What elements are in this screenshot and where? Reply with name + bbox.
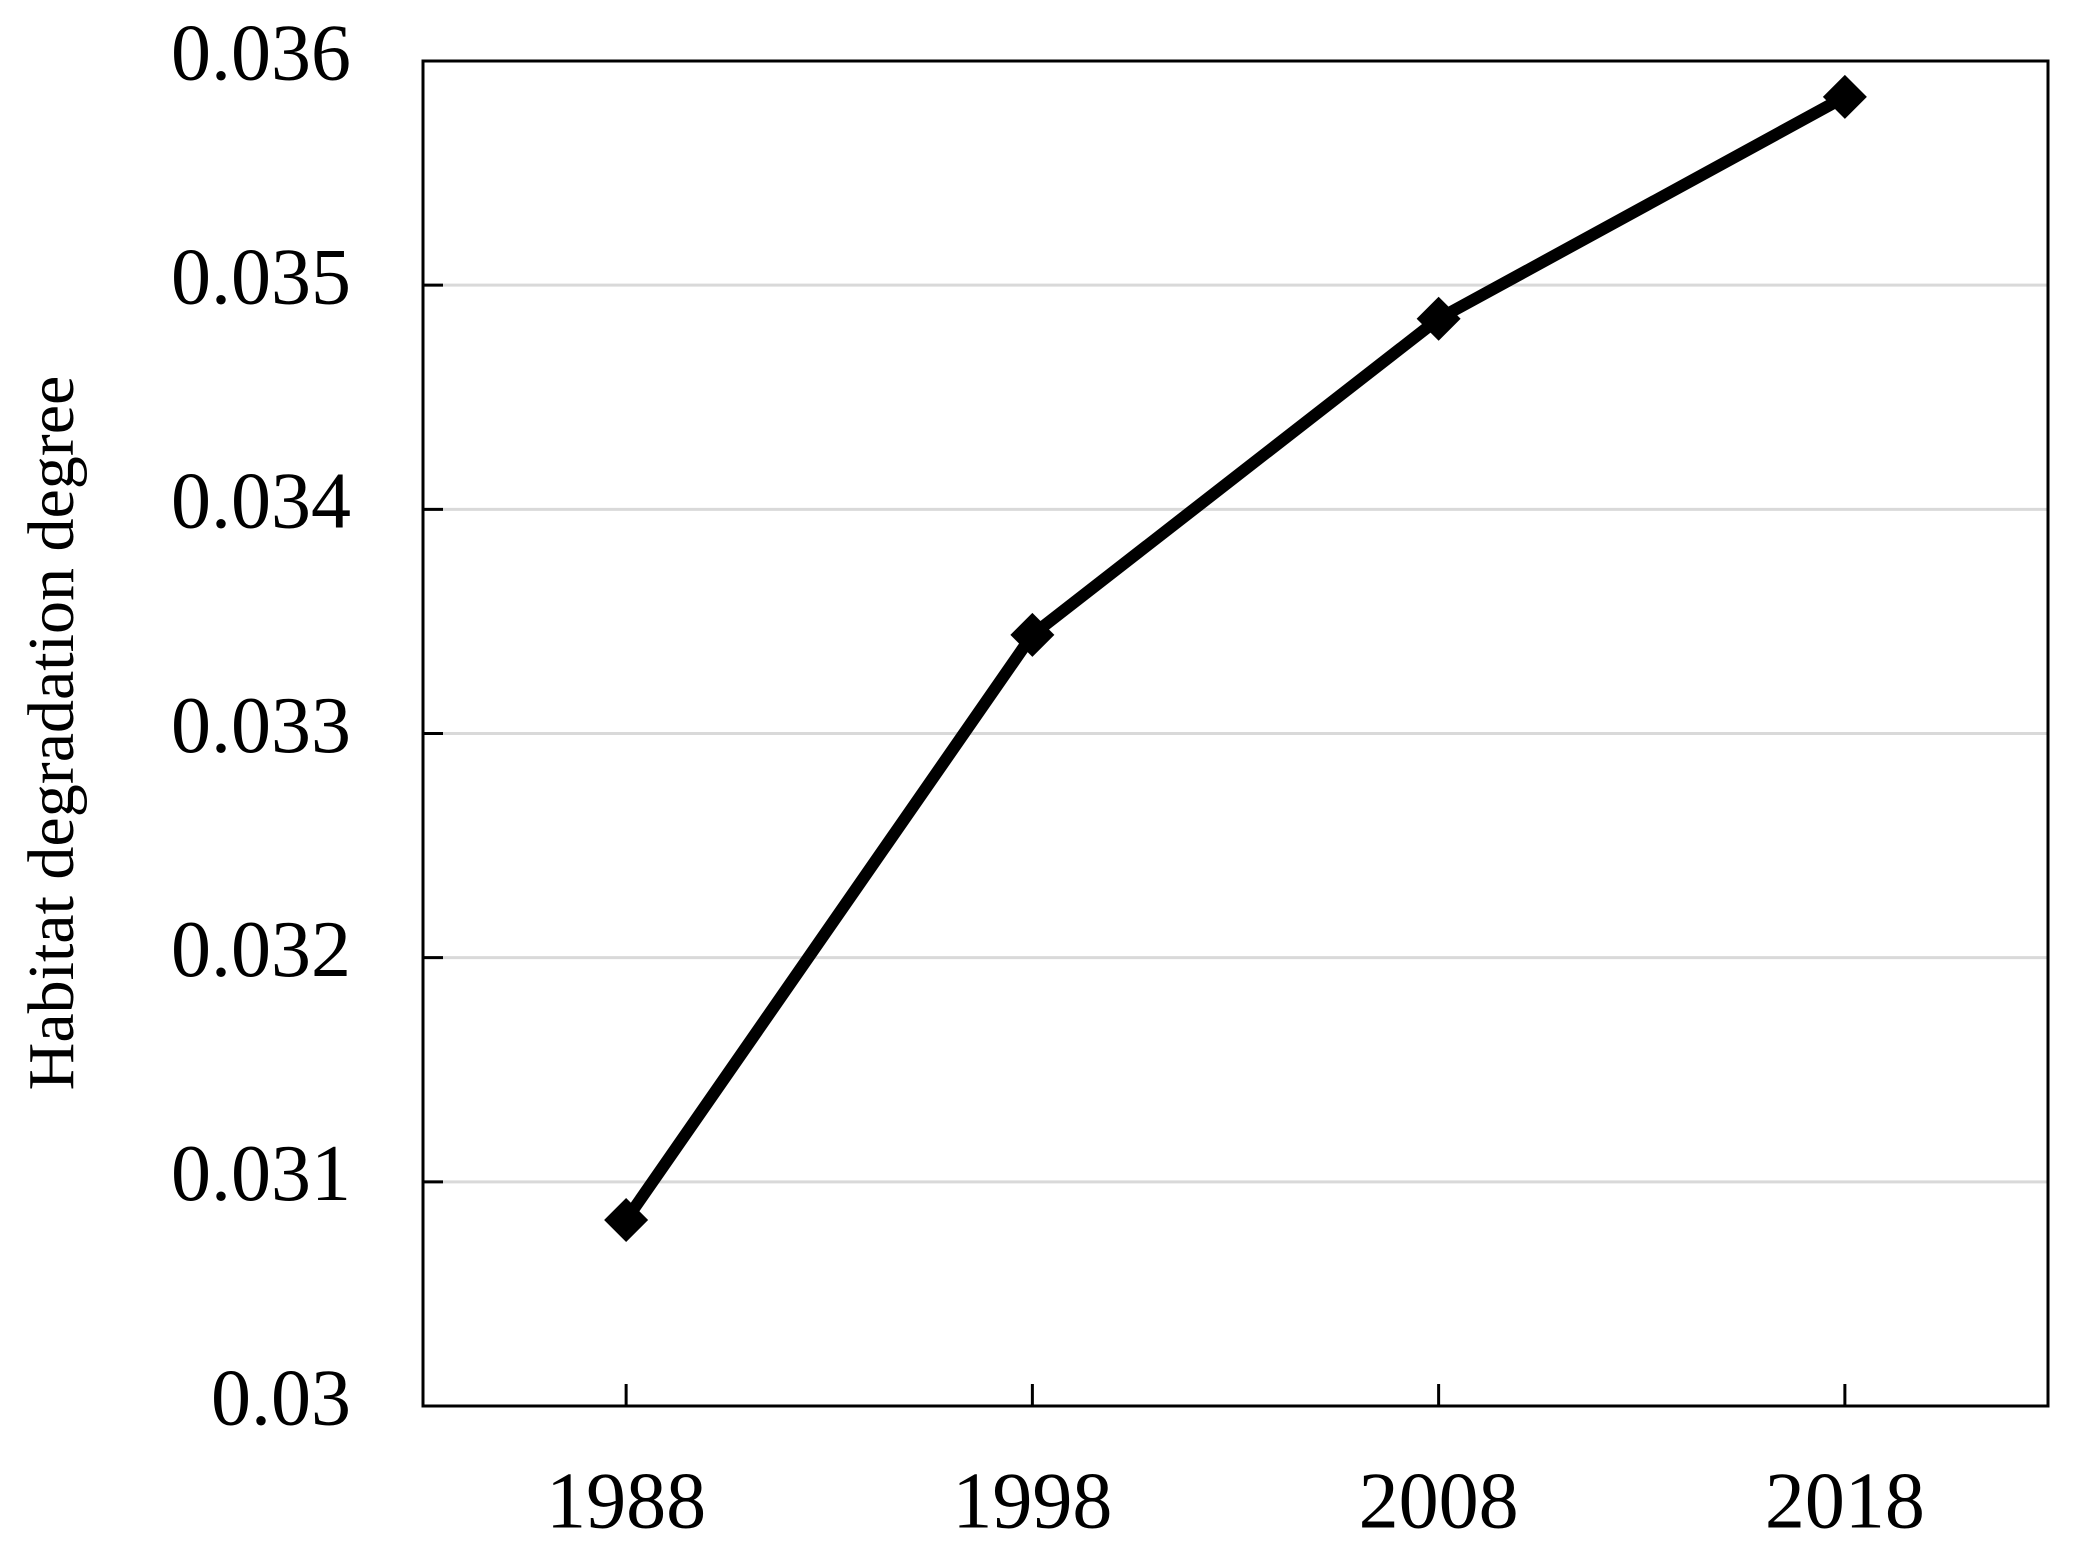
marker: [1822, 74, 1867, 119]
y-tick-label: 0.035: [171, 234, 351, 322]
y-tick-label: 0.033: [171, 682, 351, 770]
marker: [1010, 612, 1055, 657]
y-tick-label: 0.036: [171, 9, 351, 97]
marker: [604, 1197, 649, 1242]
marker: [1416, 296, 1461, 341]
y-tick-label: 0.032: [171, 906, 351, 994]
line: [621, 91, 1848, 1224]
x-tick-label: 1988: [546, 1457, 706, 1545]
plot-frame: [421, 59, 2050, 1408]
x-tick-label: 2008: [1359, 1457, 1519, 1545]
y-tick-label: 0.034: [171, 458, 351, 546]
x-tick-label: 2018: [1765, 1457, 1925, 1545]
y-tick-label: 0.031: [171, 1130, 351, 1218]
x-tick-label: 1998: [952, 1457, 1112, 1545]
y-tick-label: 0.03: [211, 1354, 351, 1442]
y-axis-label: Habitat degradation degree: [15, 376, 88, 1091]
